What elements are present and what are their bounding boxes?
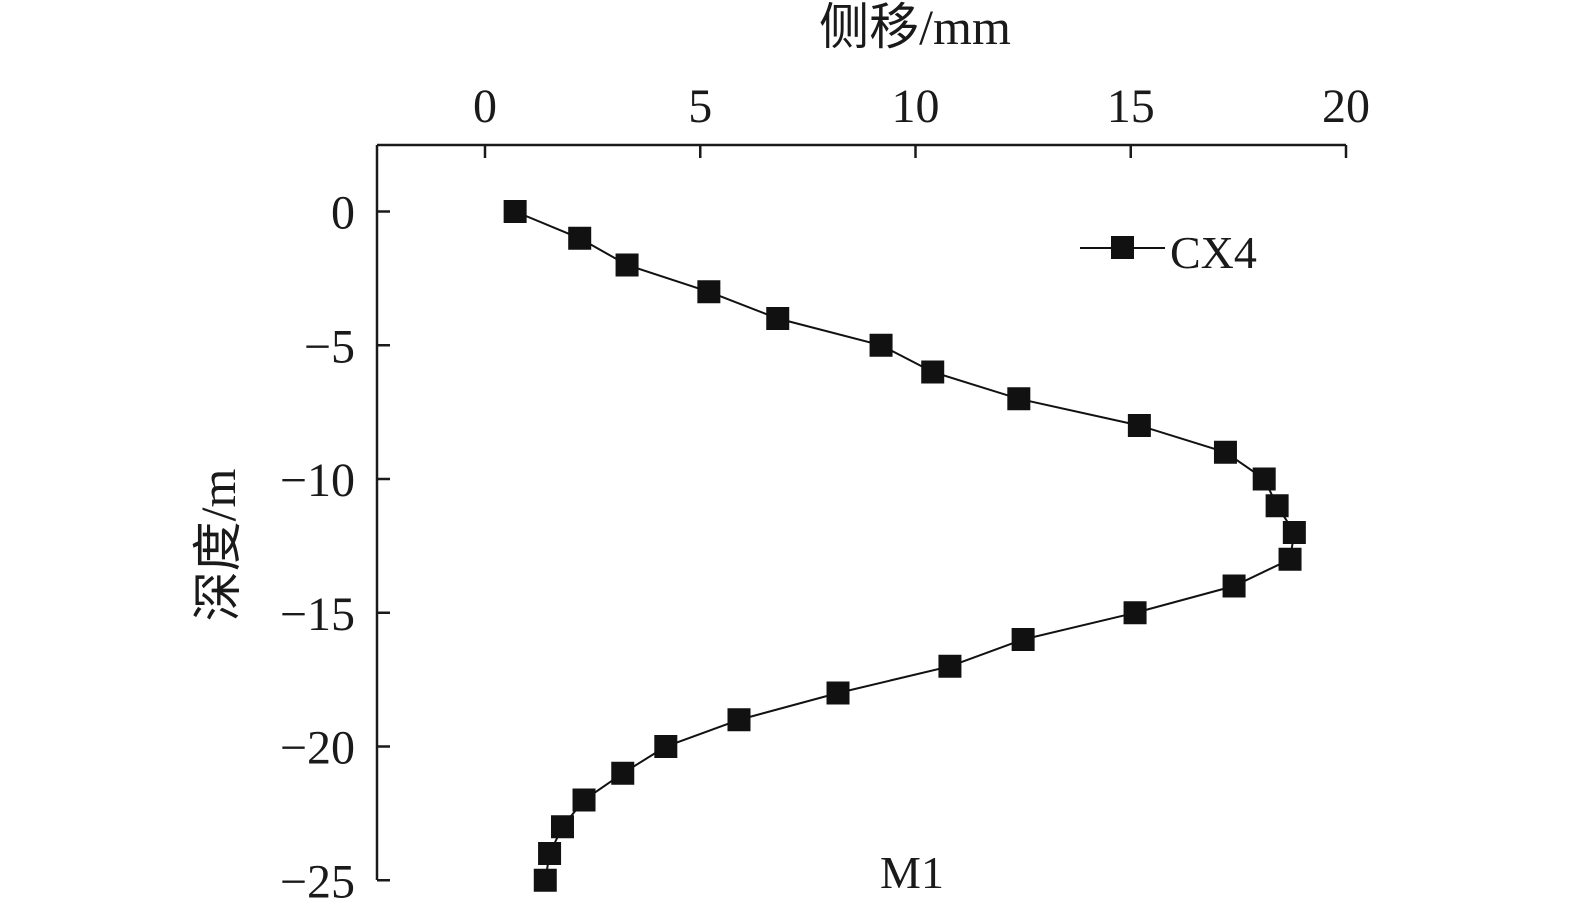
data-point	[615, 253, 639, 277]
y-axis-title: 深度/m	[190, 469, 246, 622]
y-tick-label: −15	[280, 588, 355, 641]
series-cx4	[503, 200, 1306, 892]
data-point	[503, 200, 527, 223]
data-point	[727, 708, 751, 732]
data-point	[1278, 547, 1302, 571]
legend-label: CX4	[1170, 227, 1257, 278]
data-point	[538, 842, 562, 865]
data-point	[869, 333, 893, 357]
y-tick-label: −20	[280, 722, 355, 775]
data-point	[533, 868, 557, 892]
x-tick-label: 15	[1107, 80, 1155, 133]
data-point	[1265, 494, 1289, 518]
data-point	[1127, 414, 1151, 437]
x-tick-label: 20	[1322, 80, 1370, 133]
x-axis-title: 侧移/mm	[819, 0, 1011, 55]
x-ticks: 0 5 10 15 20	[473, 80, 1370, 158]
annotation-label: M1	[880, 847, 944, 898]
legend: CX4	[1080, 227, 1257, 278]
data-point	[568, 226, 592, 250]
data-point	[611, 761, 635, 785]
data-point	[1222, 574, 1246, 598]
data-point	[654, 735, 678, 758]
data-point	[1123, 601, 1147, 625]
legend-marker	[1111, 236, 1134, 259]
data-point	[550, 815, 574, 839]
x-tick-label: 10	[892, 80, 940, 133]
y-tick-label: −5	[304, 320, 355, 373]
data-point	[697, 280, 721, 304]
data-point	[572, 788, 596, 812]
data-point	[766, 307, 790, 330]
y-tick-label: −10	[280, 454, 355, 507]
data-point	[826, 681, 850, 705]
y-tick-label: −25	[280, 855, 355, 908]
y-tick-label: 0	[331, 187, 355, 240]
x-tick-label: 0	[473, 80, 497, 133]
data-point	[1282, 521, 1306, 544]
data-point	[1011, 628, 1035, 651]
data-point	[1252, 467, 1276, 491]
data-point	[938, 654, 962, 678]
data-point	[1007, 387, 1031, 411]
data-point	[921, 360, 945, 384]
data-point	[1213, 440, 1237, 464]
x-tick-label: 5	[688, 80, 712, 133]
y-ticks: 0 −5 −10 −15 −20 −25	[280, 187, 390, 908]
